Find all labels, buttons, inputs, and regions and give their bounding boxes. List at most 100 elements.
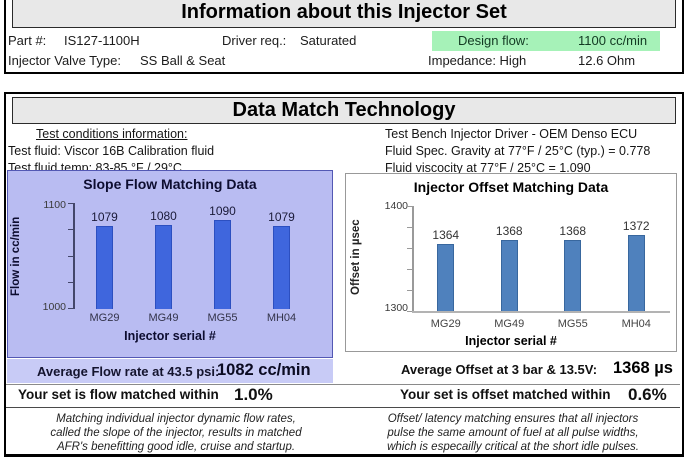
offset-tick-mark [407, 227, 412, 228]
offset-tick-mark [407, 248, 412, 249]
divider-line [6, 407, 680, 408]
test-fluid-line: Test fluid: Viscor 16B Calibration fluid [8, 144, 215, 158]
offset-matched-label: Your set is offset matched within [400, 387, 611, 402]
flow-note-line: called the slope of the injector, result… [50, 427, 302, 439]
offset-bars: 1364 1368 1368 1372 [414, 206, 668, 311]
impedance-value: 12.6 Ohm [578, 53, 636, 68]
valve-type-value: SS Ball & Seat [140, 53, 226, 68]
data-match-box: Data Match Technology Test conditions in… [4, 92, 684, 457]
offset-bar-mg49 [500, 239, 518, 311]
offset-x-tick: MH04 [621, 318, 651, 330]
info-box: Information about this Injector Set Part… [4, 0, 684, 74]
flow-tick-mark [68, 282, 73, 283]
offset-bar-mg55 [564, 239, 582, 311]
flow-bar-value: 1079 [91, 210, 118, 225]
offset-chart-panel: Injector Offset Matching Data Offset in … [345, 173, 677, 352]
flow-matched-value: 1.0% [234, 385, 273, 404]
design-flow-highlight: Design flow: 1100 cc/min [432, 31, 660, 51]
flow-x-tick-labels: MG29 MG49 MG55 MH04 [75, 312, 311, 324]
flow-bar-value: 1079 [268, 210, 295, 225]
offset-x-tick-labels: MG29 MG49 MG55 MH04 [414, 318, 668, 330]
offset-tick-mark [407, 311, 412, 312]
flow-bar-mg55 [214, 220, 231, 309]
avg-flow-label: Average Flow rate at 43.5 psi: [37, 364, 220, 379]
offset-y-tick-max: 1400 [384, 200, 408, 212]
offset-baseline [412, 311, 670, 313]
offset-bar-group: 1372 [605, 206, 669, 311]
offset-x-tick: MG29 [430, 318, 461, 330]
flow-note-line: AFR's benefitting good idle, cruise and … [56, 441, 296, 453]
flow-x-tick: MG29 [89, 312, 120, 324]
offset-note-line: Offset/ latency matching ensures that al… [387, 413, 639, 425]
offset-y-tick-min: 1300 [384, 302, 408, 314]
offset-bar-group: 1368 [541, 206, 605, 311]
test-conditions-heading: Test conditions information: [36, 127, 188, 141]
flow-bar-group: 1090 [193, 204, 252, 309]
design-flow-value: 1100 cc/min [578, 33, 648, 48]
flow-tick-mark [68, 229, 73, 230]
avg-offset-value: 1368 µs [613, 359, 673, 377]
offset-tick-mark [407, 206, 412, 207]
avg-flow-row: Average Flow rate at 43.5 psi: 1082 cc/m… [7, 359, 333, 383]
fluid-viscosity-line: Fluid viscocity at 77°F / 25°C = 1.090 [385, 161, 591, 175]
flow-x-tick: MH04 [266, 312, 297, 324]
flow-tick-mark [68, 256, 73, 257]
offset-matched-value: 0.6% [628, 385, 667, 404]
flow-y-tick-min: 1000 [42, 301, 66, 313]
offset-bar-mh04 [627, 235, 645, 311]
slope-flow-chart-title: Slope Flow Matching Data [83, 176, 257, 192]
driver-req-label: Driver req.: [222, 33, 287, 48]
bench-driver-line: Test Bench Injector Driver - OEM Denso E… [385, 127, 638, 141]
avg-offset-row: Average Offset at 3 bar & 13.5V: 1368 µs [345, 358, 677, 380]
flow-bar-value: 1080 [150, 209, 177, 223]
flow-bar-group: 1079 [75, 204, 134, 309]
flow-bars: 1079 1080 1090 1079 [75, 204, 311, 309]
offset-chart-title: Injector Offset Matching Data [413, 179, 609, 195]
offset-bar-value: 1364 [432, 227, 460, 242]
fluid-gravity-line: Fluid Spec. Gravity at 77°F / 25°C (typ.… [385, 144, 651, 158]
offset-bar-group: 1368 [478, 206, 542, 311]
slope-flow-chart-panel: Slope Flow Matching Data Flow in cc/min … [7, 170, 333, 358]
flow-x-tick: MG49 [148, 312, 179, 324]
flow-x-axis-label: Injector serial # [124, 329, 216, 343]
flow-x-tick: MG55 [207, 312, 238, 324]
info-box-title: Information about this Injector Set [12, 0, 676, 28]
flow-note-line: Matching individual injector dynamic flo… [56, 413, 296, 425]
offset-bar-value: 1368 [495, 223, 523, 238]
offset-bar-value: 1368 [559, 223, 587, 238]
flow-bar-value: 1090 [209, 204, 236, 218]
offset-tick-mark [407, 269, 412, 270]
flow-matched-label: Your set is flow matched within [18, 387, 219, 402]
flow-y-axis-label: Flow in cc/min [10, 216, 22, 296]
flow-note: Matching individual injector dynamic flo… [8, 412, 344, 454]
offset-bar-mg29 [437, 243, 455, 311]
flow-bar-group: 1080 [134, 204, 193, 309]
driver-req-value: Saturated [300, 33, 357, 48]
avg-flow-value: 1082 cc/min [217, 361, 311, 379]
offset-tick-mark [407, 290, 412, 291]
offset-note: Offset/ latency matching ensures that al… [346, 412, 680, 454]
impedance-label: Impedance: High [428, 53, 527, 68]
offset-x-axis-label: Injector serial # [465, 334, 557, 348]
flow-tick-mark [68, 308, 73, 309]
flow-bar-group: 1079 [252, 204, 311, 309]
design-flow-label: Design flow: [458, 33, 529, 48]
part-number-label: Part #: [8, 33, 47, 48]
offset-bar-value: 1372 [622, 219, 650, 234]
part-number-value: IS127-1100H [64, 33, 140, 48]
data-match-title: Data Match Technology [12, 97, 676, 124]
offset-x-tick: MG49 [494, 318, 525, 330]
flow-bar-mg49 [155, 225, 172, 309]
flow-bar-mh04 [273, 226, 290, 309]
flow-bar-mg29 [96, 226, 113, 309]
offset-note-line: pulse the same amount of fuel at all pul… [387, 427, 639, 439]
flow-y-tick-max: 1100 [43, 199, 66, 211]
offset-note-line: which is especailly critical at the shor… [387, 441, 639, 453]
offset-y-axis-line [412, 206, 414, 312]
offset-bar-group: 1364 [414, 206, 478, 311]
valve-type-label: Injector Valve Type: [8, 53, 121, 68]
divider-line [6, 384, 680, 385]
avg-offset-label: Average Offset at 3 bar & 13.5V: [401, 362, 598, 377]
flow-tick-mark [68, 203, 73, 204]
